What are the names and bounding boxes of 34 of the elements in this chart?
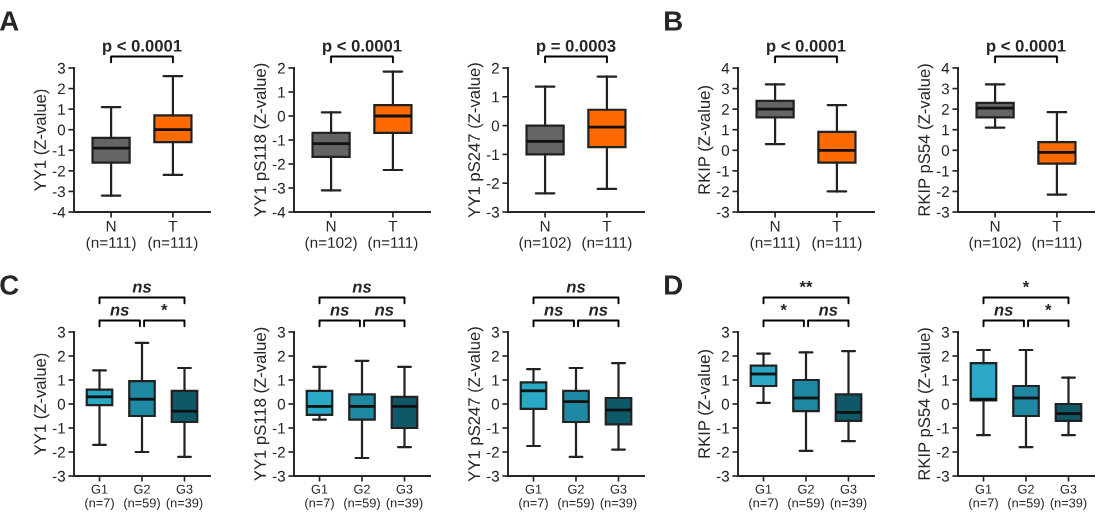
y-axis-title: YY1 (Z-value) <box>33 89 50 192</box>
text: ns <box>132 283 152 293</box>
text: ns <box>566 283 586 293</box>
y-axis-title: YY1 pS118 (Z-value) <box>253 327 270 481</box>
chart-title: D <box>665 275 683 295</box>
text: ns <box>352 283 372 293</box>
chart-title: B <box>665 11 682 31</box>
y-axis-title: YY1 pS247 (Z-value) <box>467 327 484 482</box>
text: ns <box>544 306 563 316</box>
text: * <box>1022 281 1030 288</box>
y-axis-title: YY1 pS247 (Z-value) <box>467 63 484 218</box>
text: * <box>1045 304 1052 311</box>
y-axis-title: RKIP pS54 (Z-value) <box>917 64 934 216</box>
text: ns <box>330 306 349 316</box>
y-axis-title: YY1 (Z-value) <box>33 353 50 456</box>
y-axis-title: RKIP (Z-value) <box>697 350 714 458</box>
text: ns <box>588 306 608 316</box>
y-axis-title: RKIP (Z-value) <box>697 86 714 194</box>
text: p = 0.0003 <box>537 39 616 56</box>
y-axis-title: YY1 pS118 (Z-value) <box>253 63 270 217</box>
text: ns <box>374 306 394 316</box>
text: * <box>780 304 787 311</box>
text: p < 0.0001 <box>767 39 846 56</box>
text: ns <box>110 306 129 316</box>
chart-title: A <box>0 11 19 31</box>
text: ** <box>799 281 813 288</box>
text: * <box>161 304 168 311</box>
text: p < 0.0001 <box>103 39 182 56</box>
chart-title: C <box>0 275 19 295</box>
text: p < 0.0001 <box>987 39 1066 56</box>
y-axis-title: RKIP pS54 (Z-value) <box>917 328 934 480</box>
text: ns <box>994 306 1013 316</box>
text: p < 0.0001 <box>323 39 402 56</box>
text: ns <box>818 306 838 316</box>
